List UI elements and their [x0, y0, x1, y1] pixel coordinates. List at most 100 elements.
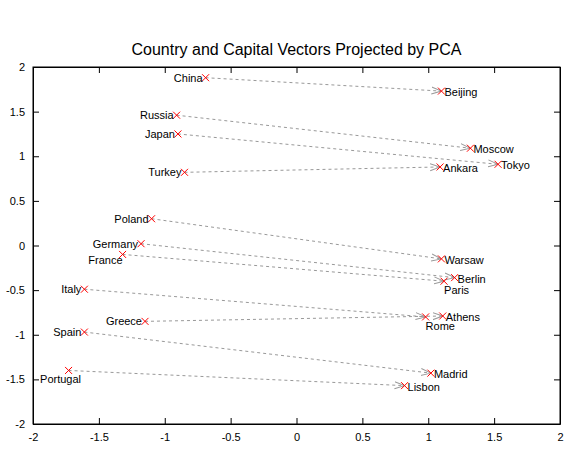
tick-label: -1.5: [90, 431, 109, 443]
tick: 0: [294, 418, 300, 443]
tick-label: 2: [19, 61, 25, 73]
tick-label: -2: [15, 418, 25, 430]
tick: 1: [19, 150, 39, 162]
tick-mark: [554, 156, 560, 157]
capital-label: Tokyo: [501, 159, 530, 171]
capital-label: Beijing: [444, 86, 477, 98]
tick-mark: [33, 335, 39, 336]
country-label: Portugal: [40, 373, 81, 385]
country-label: Greece: [106, 315, 142, 327]
point: [148, 215, 155, 222]
plot-frame: [33, 67, 560, 424]
arrow: [178, 134, 498, 164]
tick-label: 0.5: [10, 195, 25, 207]
tick-label: -1: [160, 431, 170, 443]
capital-label: Paris: [444, 284, 470, 296]
tick-label: -1.5: [6, 373, 25, 385]
tick: -1.5: [90, 418, 109, 443]
tick-mark: [99, 418, 100, 424]
tick-mark: [362, 418, 363, 424]
tick-mark: [33, 379, 39, 380]
country-label: Spain: [53, 326, 81, 338]
tick-mark: [99, 67, 100, 73]
tick: 0.5: [355, 418, 370, 443]
arrow: [123, 254, 444, 281]
capital-label: Athens: [446, 311, 481, 323]
point: [202, 74, 209, 81]
tick-mark: [33, 112, 39, 113]
tick: -0.5: [222, 418, 241, 443]
tick-label: 0: [294, 431, 300, 443]
tick-mark: [33, 246, 39, 247]
tick-label: -1: [15, 329, 25, 341]
tick-mark: [554, 335, 560, 336]
tick-mark: [33, 156, 39, 157]
tick-label: -2: [29, 431, 39, 443]
tick-mark: [554, 379, 560, 380]
tick-label: -0.5: [222, 431, 241, 443]
country-label: Italy: [61, 283, 82, 295]
country-label: France: [88, 254, 122, 266]
point: [138, 240, 145, 247]
tick: [297, 67, 298, 73]
country-label: Poland: [114, 213, 148, 225]
tick: [554, 201, 560, 202]
tick: [554, 112, 560, 113]
tick: [231, 67, 232, 73]
tick: 0: [19, 240, 39, 252]
tick-mark: [297, 67, 298, 73]
arrow: [145, 316, 443, 321]
y-axis: -2 -1.5 -1 -0.5 0 0.5 1 1.5 2: [6, 61, 39, 430]
tick-mark: [554, 112, 560, 113]
tick-mark: [297, 418, 298, 424]
tick-mark: [554, 290, 560, 291]
tick-label: 1.5: [487, 431, 502, 443]
tick-mark: [33, 290, 39, 291]
tick-mark: [33, 201, 39, 202]
tick: 0.5: [10, 195, 39, 207]
x-axis: -2 -1.5 -1 -0.5 0 0.5 1 1.5 2: [29, 418, 564, 443]
tick-mark: [231, 418, 232, 424]
tick-mark: [428, 418, 429, 424]
country-label: China: [174, 72, 204, 84]
tick-label: 1.5: [10, 106, 25, 118]
country-label: Germany: [93, 238, 139, 250]
tick-mark: [165, 67, 166, 73]
arrow: [177, 115, 471, 148]
tick: [554, 290, 560, 291]
tick-mark: [231, 67, 232, 73]
point: [81, 329, 88, 336]
tick-label: 2: [557, 431, 563, 443]
country-label: Japan: [145, 128, 175, 140]
capital-label: Moscow: [473, 143, 513, 155]
tick: [428, 67, 429, 73]
capital-label: Warsaw: [444, 254, 483, 266]
arrow: [141, 244, 455, 278]
country-label: Turkey: [148, 166, 182, 178]
tick-mark: [494, 418, 495, 424]
point: [81, 286, 88, 293]
labels: ChinaBeijingRussiaMoscowJapanTokyoTurkey…: [40, 72, 530, 393]
tick: -1: [160, 418, 170, 443]
arrow: [84, 289, 425, 317]
tick-mark: [362, 67, 363, 73]
tick: -0.5: [6, 284, 39, 296]
point: [174, 130, 181, 137]
capital-label: Lisbon: [408, 381, 440, 393]
tick-mark: [165, 418, 166, 424]
plot-area: [65, 74, 502, 389]
tick-mark: [494, 67, 495, 73]
tick: 1.5: [487, 418, 502, 443]
chart: Country and Capital Vectors Projected by…: [0, 0, 578, 455]
point: [173, 112, 180, 119]
x-axis-top: [34, 67, 561, 73]
tick: 1: [426, 418, 432, 443]
tick: [554, 335, 560, 336]
arrow: [69, 370, 405, 385]
tick: [362, 67, 363, 73]
tick-label: -0.5: [6, 284, 25, 296]
tick: -1: [15, 329, 39, 341]
tick: [554, 156, 560, 157]
arrow: [84, 332, 431, 373]
arrow: [185, 167, 441, 172]
